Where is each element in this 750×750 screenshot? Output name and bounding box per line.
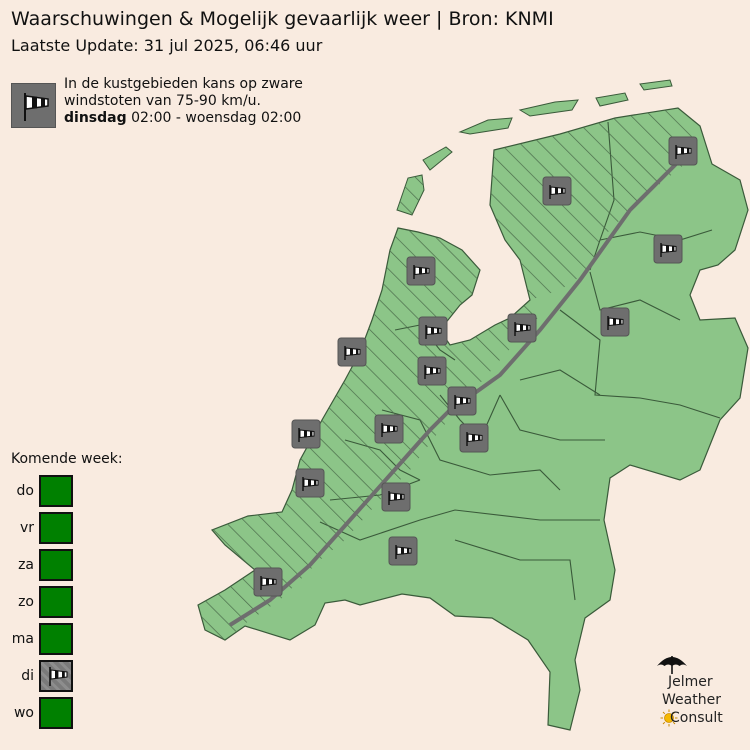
brand-line3: Consult [670, 710, 723, 726]
day-row-zo: zo [0, 586, 80, 620]
windsock-icon [49, 667, 68, 686]
day-status-box [39, 512, 73, 544]
warning-time-range: 02:00 - woensdag 02:00 [126, 110, 302, 126]
day-warning-box [39, 660, 73, 692]
week-heading: Komende week: [11, 451, 123, 467]
windsock-icon [417, 356, 447, 386]
day-label: za [18, 557, 34, 573]
day-status-box [39, 586, 73, 618]
sun-icon [660, 709, 678, 727]
warning-text-line1: In de kustgebieden kans op zware [64, 76, 303, 92]
warning-description: In de kustgebieden kans op zware windsto… [64, 76, 303, 127]
windsock-icon [388, 536, 418, 566]
brand-line2: Weather [662, 692, 721, 708]
page-title: Waarschuwingen & Mogelijk gevaarlijk wee… [11, 8, 554, 30]
day-label: di [21, 668, 34, 684]
day-label: do [16, 483, 34, 499]
day-row-vr: vr [0, 512, 80, 546]
windsock-icon [381, 482, 411, 512]
day-status-box [39, 697, 73, 729]
day-row-za: za [0, 549, 80, 583]
day-label: wo [13, 705, 34, 721]
day-status-box [39, 623, 73, 655]
windsock-icon [653, 234, 683, 264]
windsock-icon [253, 567, 283, 597]
windsock-icon [11, 83, 56, 128]
windsock-icon [447, 386, 477, 416]
last-update: Laatste Update: 31 jul 2025, 06:46 uur [11, 36, 323, 55]
day-row-wo: wo [0, 697, 80, 731]
warning-text-line2: windstoten van 75-90 km/u. [64, 93, 261, 109]
day-status-box [39, 549, 73, 581]
windsock-icon [337, 337, 367, 367]
brand-logo: Jelmer Weather Consult [656, 654, 746, 734]
windsock-icon [418, 316, 448, 346]
waterways [228, 148, 692, 627]
warning-period: dinsdag 02:00 - woensdag 02:00 [64, 110, 303, 127]
umbrella-icon [657, 656, 687, 674]
netherlands-land [197, 107, 749, 731]
windsock-icon [542, 176, 572, 206]
warning-area-hatch [198, 108, 700, 640]
day-row-ma: ma [0, 623, 80, 657]
wadden-islands [396, 79, 673, 216]
brand-line1: Jelmer [668, 674, 713, 690]
windsock-icon [291, 419, 321, 449]
windsock-icon [295, 468, 325, 498]
windsock-icon [459, 423, 489, 453]
windsock-icon [507, 313, 537, 343]
day-label: vr [19, 520, 34, 536]
day-status-box [39, 475, 73, 507]
day-label: ma [11, 631, 34, 647]
day-row-di: di [0, 660, 80, 694]
day-row-do: do [0, 475, 80, 509]
windsock-icon [600, 307, 630, 337]
windsock-icon [668, 136, 698, 166]
windsock-icon [406, 256, 436, 286]
day-label: zo [18, 594, 34, 610]
warning-day: dinsdag [64, 110, 127, 126]
windsock-icon [374, 414, 404, 444]
